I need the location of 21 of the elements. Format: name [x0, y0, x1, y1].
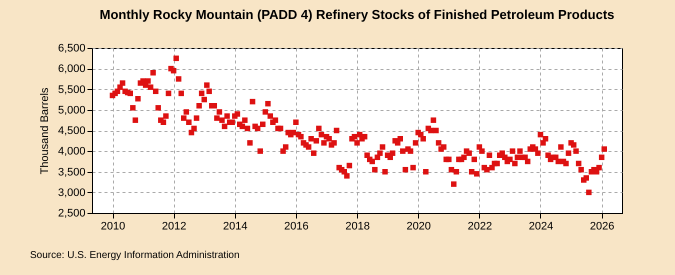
y-tick-label: 4,500: [58, 125, 86, 137]
x-tick-label: 2022: [468, 220, 492, 232]
y-tick-label: 6,000: [58, 63, 86, 76]
y-tick-label: 2,500: [58, 208, 86, 220]
y-tick-label: 6,500: [58, 42, 86, 54]
x-tick-label: 2012: [162, 220, 186, 232]
source-note: Source: U.S. Energy Information Administration: [30, 250, 240, 261]
y-tick-label: 5,500: [58, 84, 86, 96]
chart-title: Monthly Rocky Mountain (PADD 4) Refinery Stocks of Finished Petroleum Products: [100, 7, 614, 22]
x-tick-label: 2020: [406, 220, 431, 232]
x-tick-label: 2014: [223, 220, 248, 232]
x-tick-label: 2010: [100, 220, 126, 232]
y-tick-label: 4,000: [58, 146, 86, 158]
x-tick-label: 2024: [528, 220, 554, 232]
x-tick-label: 2026: [590, 220, 614, 232]
y-axis-title: Thousand Barrels: [38, 87, 51, 174]
x-tick-label: 2018: [345, 220, 370, 232]
y-tick-label: 3,500: [58, 166, 86, 178]
y-tick-label: 3,000: [58, 186, 86, 199]
y-tick-label: 5,000: [58, 104, 86, 116]
x-tick-label: 2016: [284, 220, 309, 232]
